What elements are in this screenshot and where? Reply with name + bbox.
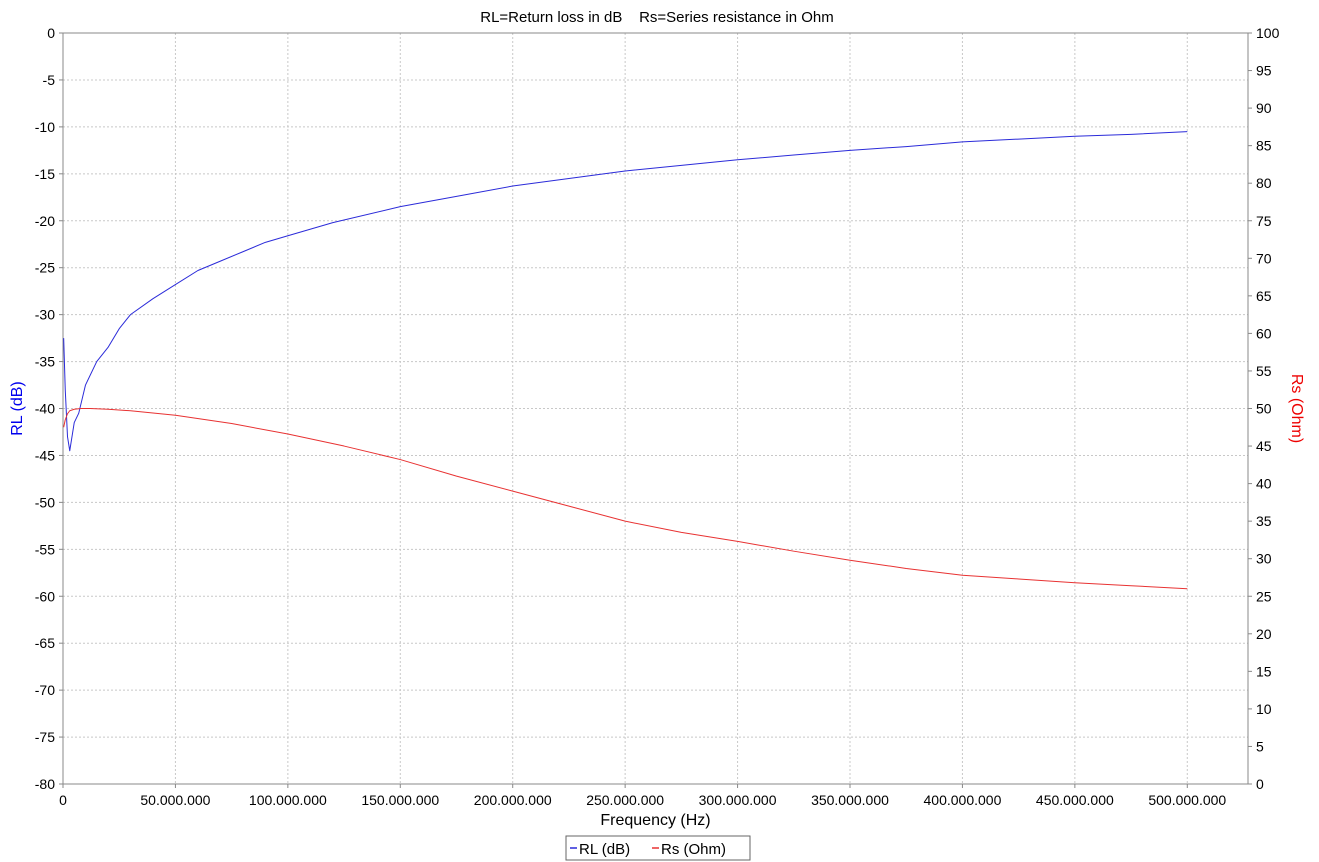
y-right-tick-label: 40 <box>1256 476 1272 492</box>
y-right-tick-label: 0 <box>1256 776 1264 792</box>
x-tick-label: 200.000.000 <box>474 792 552 808</box>
right-axis-label: Rs (Ohm) <box>1288 374 1305 443</box>
y-right-tick-label: 75 <box>1256 213 1272 229</box>
y-left-tick-label: -65 <box>35 635 55 651</box>
y-right-tick-label: 45 <box>1256 438 1272 454</box>
y-left-tick-label: -15 <box>35 166 55 182</box>
y-right-tick-label: 20 <box>1256 626 1272 642</box>
legend: RL (dB) Rs (Ohm) <box>565 835 751 861</box>
y-right-tick-label: 70 <box>1256 250 1272 266</box>
y-right-tick-label: 25 <box>1256 588 1272 604</box>
grid <box>63 33 1248 784</box>
x-tick-label: 100.000.000 <box>249 792 327 808</box>
x-tick-label: 50.000.000 <box>140 792 210 808</box>
y-left-tick-label: -40 <box>35 401 55 417</box>
chart-title: RL=Return loss in dB Rs=Series resistanc… <box>480 9 833 26</box>
y-left-tick-label: 0 <box>47 25 55 41</box>
x-tick-label: 0 <box>59 792 67 808</box>
series-line-rl <box>63 131 1188 452</box>
series-line-rs <box>63 408 1188 590</box>
y-right-tick-label: 95 <box>1256 63 1272 79</box>
y-right-tick-label: 85 <box>1256 138 1272 154</box>
y-right-tick-label: 55 <box>1256 363 1272 379</box>
y-left-tick-label: -55 <box>35 541 55 557</box>
y-right-tick-label: 10 <box>1256 701 1272 717</box>
y-left-tick-label: -70 <box>35 682 55 698</box>
y-right-tick-label: 65 <box>1256 288 1272 304</box>
x-axis-label: Frequency (Hz) <box>600 812 710 829</box>
y-right-tick-label: 50 <box>1256 401 1272 417</box>
y-left-tick-label: -50 <box>35 494 55 510</box>
y-right-tick-label: 35 <box>1256 513 1272 529</box>
y-left-tick-label: -80 <box>35 776 55 792</box>
series-layer <box>63 131 1188 590</box>
x-tick-label: 350.000.000 <box>811 792 889 808</box>
x-tick-label: 400.000.000 <box>924 792 1002 808</box>
y-left-tick-label: -35 <box>35 354 55 370</box>
legend-label-rl: RL (dB) <box>579 841 630 858</box>
y-left-tick-label: -60 <box>35 588 55 604</box>
y-left-tick-label: -5 <box>43 72 56 88</box>
left-axis-label: RL (dB) <box>9 381 26 436</box>
axes: 0 50.000.000 100.000.000 150.000.000 200.000… <box>35 25 1280 808</box>
legend-label-rs: Rs (Ohm) <box>661 841 726 858</box>
y-left-tick-label: -20 <box>35 213 55 229</box>
y-left-tick-label: -10 <box>35 119 55 135</box>
x-tick-label: 450.000.000 <box>1036 792 1114 808</box>
x-tick-label: 250.000.000 <box>586 792 664 808</box>
y-left-tick-label: -75 <box>35 729 55 745</box>
y-right-tick-label: 5 <box>1256 738 1264 754</box>
y-left-tick-label: -25 <box>35 260 55 276</box>
y-right-tick-label: 30 <box>1256 551 1272 567</box>
x-tick-label: 500.000.000 <box>1148 792 1226 808</box>
y-left-tick-label: -30 <box>35 307 55 323</box>
x-tick-label: 150.000.000 <box>361 792 439 808</box>
y-right-tick-label: 100 <box>1256 25 1280 41</box>
y-right-tick-label: 80 <box>1256 175 1272 191</box>
y-right-tick-label: 60 <box>1256 325 1272 341</box>
y-left-tick-label: -45 <box>35 447 55 463</box>
x-tick-label: 300.000.000 <box>699 792 777 808</box>
y-right-tick-label: 15 <box>1256 663 1272 679</box>
y-right-tick-label: 90 <box>1256 100 1272 116</box>
